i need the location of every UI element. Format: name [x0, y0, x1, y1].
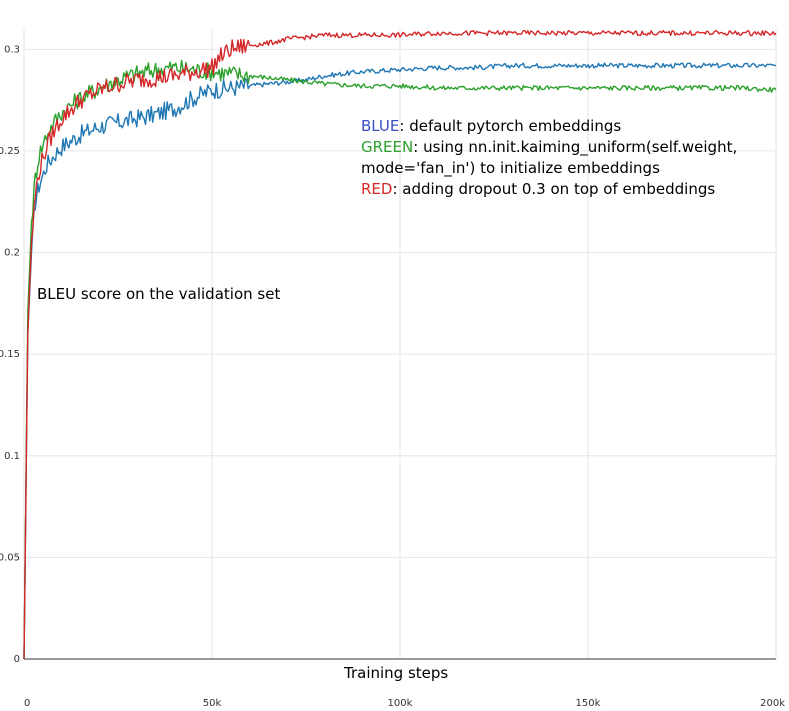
series-line-green	[23, 59, 777, 660]
series-line-blue	[23, 62, 777, 660]
legend-series-desc-blue: default pytorch embeddings	[409, 117, 622, 135]
grid-layer	[23, 29, 777, 660]
legend: BLUE: default pytorch embeddings GREEN: …	[361, 116, 751, 200]
x-axis-label: Training steps	[344, 664, 449, 682]
legend-series-name-blue: BLUE	[361, 117, 400, 135]
axis-layer: 0 0.05 0.1 0.15 0.2 0.25 0.3 0 50k 100k 150k 200k	[0, 44, 785, 709]
y-tick-label: 0.15	[0, 349, 20, 360]
x-tick-label: 100k	[388, 698, 413, 709]
y-tick-label: 0.25	[0, 146, 20, 157]
legend-series-desc-red: adding dropout 0.3 on top of embeddings	[402, 180, 716, 198]
legend-entry-blue: BLUE: default pytorch embeddings	[361, 117, 622, 135]
legend-entry-red: RED: adding dropout 0.3 on top of embedd…	[361, 180, 716, 198]
y-tick-label: 0.05	[0, 552, 20, 563]
series-line-red	[23, 29, 777, 660]
legend-series-desc-green: using nn.init.kaiming_uniform(self.weigh…	[361, 138, 738, 177]
y-tick-label: 0.1	[4, 451, 20, 462]
legend-series-name-green: GREEN	[361, 138, 414, 156]
y-tick-label: 0.3	[4, 44, 20, 55]
legend-entry-green: GREEN: using nn.init.kaiming_uniform(sel…	[361, 138, 738, 177]
x-tick-label: 0	[24, 698, 30, 709]
y-tick-label: 0.2	[4, 248, 20, 259]
legend-series-name-red: RED	[361, 180, 393, 198]
x-tick-label: 50k	[203, 698, 222, 709]
x-tick-label: 150k	[576, 698, 601, 709]
x-tick-label: 200k	[760, 698, 785, 709]
series-layer	[23, 29, 777, 660]
chart-annotation: BLEU score on the validation set	[37, 285, 281, 303]
y-tick-label: 0	[14, 654, 20, 665]
